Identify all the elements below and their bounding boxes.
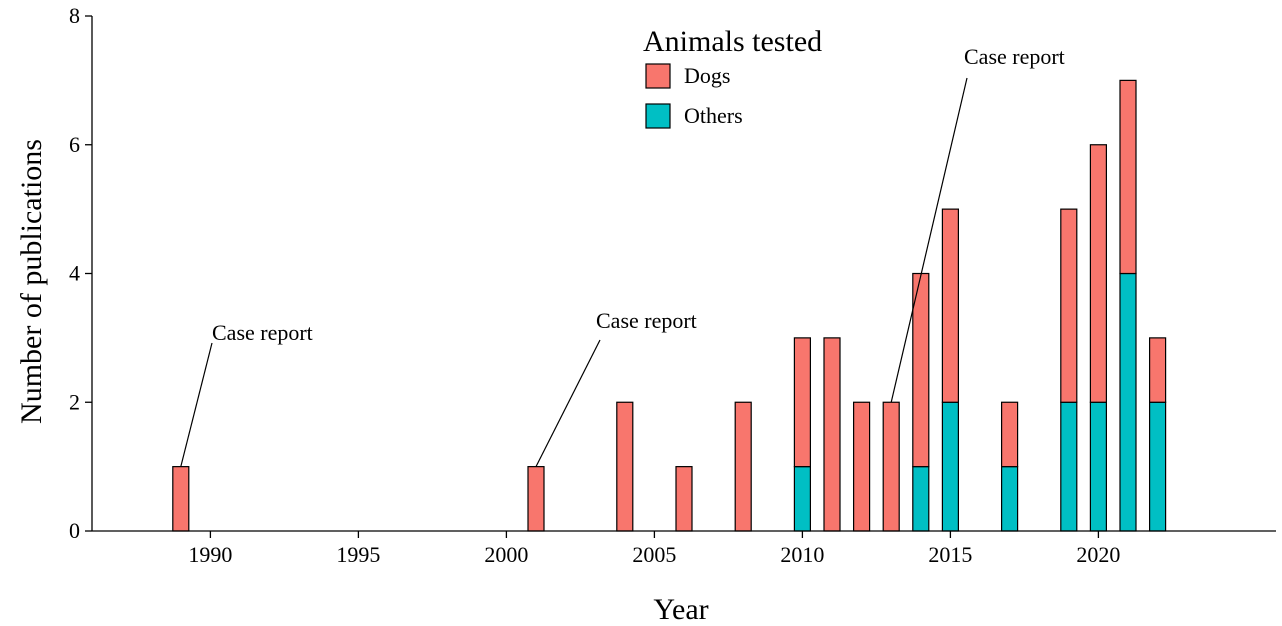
bar-others-2017	[1000, 466, 1019, 532]
y-tick-label: 6	[69, 132, 80, 157]
legend-title: Animals tested	[643, 25, 822, 58]
bar-dogs-2020	[1089, 144, 1108, 403]
x-tick-label: 2020	[1076, 542, 1120, 567]
y-tick-label: 0	[69, 518, 80, 543]
bar-others-2020	[1089, 401, 1108, 532]
y-tick-label: 4	[69, 261, 80, 286]
x-tick-label: 2010	[780, 542, 824, 567]
annotations-layer: Case report Case report Case report	[180, 44, 1065, 467]
annotation-line	[535, 339, 601, 467]
bar-dogs-2004	[616, 401, 634, 532]
bar-dogs-2006	[675, 466, 693, 532]
bar-dogs-2019	[1060, 208, 1078, 403]
bar-others-2015	[941, 401, 960, 532]
bar-dogs-2014	[912, 272, 930, 468]
bar-dogs-2012	[852, 401, 871, 532]
ticks-layer: 1990 1995 2000 2005 2010 2015 2020 0 2 4 6 8	[69, 3, 1120, 567]
bar-others-2022	[1148, 401, 1167, 532]
annotation-label: Case report	[596, 308, 697, 333]
legend-label-others: Others	[684, 103, 743, 128]
bars-layer	[172, 79, 1167, 532]
x-tick-label: 2005	[632, 542, 676, 567]
bar-others-2021	[1119, 272, 1137, 532]
bar-others-2010	[793, 466, 812, 532]
bar-dogs-2001	[527, 466, 545, 532]
bar-dogs-1989	[172, 466, 190, 532]
bar-dogs-2015	[941, 208, 960, 403]
legend: Animals tested Dogs Others	[643, 25, 822, 129]
y-tick-label: 8	[69, 3, 80, 28]
legend-swatch-dogs	[645, 63, 671, 89]
annotation-line	[180, 342, 213, 467]
bar-dogs-2011	[823, 337, 841, 532]
y-tick-label: 2	[69, 389, 80, 414]
legend-label-dogs: Dogs	[684, 63, 730, 88]
bar-others-2019	[1060, 401, 1078, 532]
bar-dogs-2022	[1148, 337, 1167, 403]
bar-others-2014	[912, 466, 930, 532]
x-tick-label: 1990	[188, 542, 232, 567]
x-tick-label: 1995	[336, 542, 380, 567]
x-axis-title: Year	[653, 593, 708, 626]
y-axis-title: Number of publications	[15, 139, 48, 424]
bar-dogs-2013	[882, 401, 900, 532]
annotation-label: Case report	[212, 320, 313, 345]
bar-dogs-2008	[734, 401, 752, 532]
x-tick-label: 2015	[928, 542, 972, 567]
bar-dogs-2017	[1000, 401, 1019, 468]
legend-swatch-others	[645, 103, 671, 129]
annotation-label: Case report	[964, 44, 1065, 69]
legend-entries: Dogs Others	[645, 63, 743, 129]
bar-dogs-2021	[1119, 79, 1137, 275]
bar-dogs-2010	[793, 337, 812, 468]
x-tick-label: 2000	[484, 542, 528, 567]
annotation-line	[890, 77, 968, 403]
